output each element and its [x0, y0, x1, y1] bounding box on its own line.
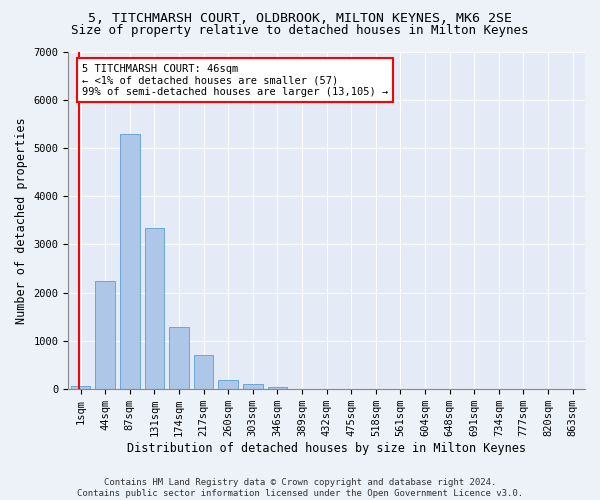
Bar: [268, 387, 287, 389]
Text: 5, TITCHMARSH COURT, OLDBROOK, MILTON KEYNES, MK6 2SE: 5, TITCHMARSH COURT, OLDBROOK, MILTON KE…: [88, 12, 512, 26]
Bar: [145, 228, 164, 389]
Bar: [243, 384, 263, 389]
Text: Contains HM Land Registry data © Crown copyright and database right 2024.
Contai: Contains HM Land Registry data © Crown c…: [77, 478, 523, 498]
Bar: [71, 386, 91, 389]
Y-axis label: Number of detached properties: Number of detached properties: [15, 117, 28, 324]
Text: 5 TITCHMARSH COURT: 46sqm
← <1% of detached houses are smaller (57)
99% of semi-: 5 TITCHMARSH COURT: 46sqm ← <1% of detac…: [82, 64, 388, 97]
Bar: [120, 134, 140, 389]
Bar: [218, 380, 238, 389]
Bar: [95, 280, 115, 389]
Bar: [194, 356, 214, 389]
Bar: [169, 326, 189, 389]
Text: Size of property relative to detached houses in Milton Keynes: Size of property relative to detached ho…: [71, 24, 529, 37]
X-axis label: Distribution of detached houses by size in Milton Keynes: Distribution of detached houses by size …: [127, 442, 526, 455]
